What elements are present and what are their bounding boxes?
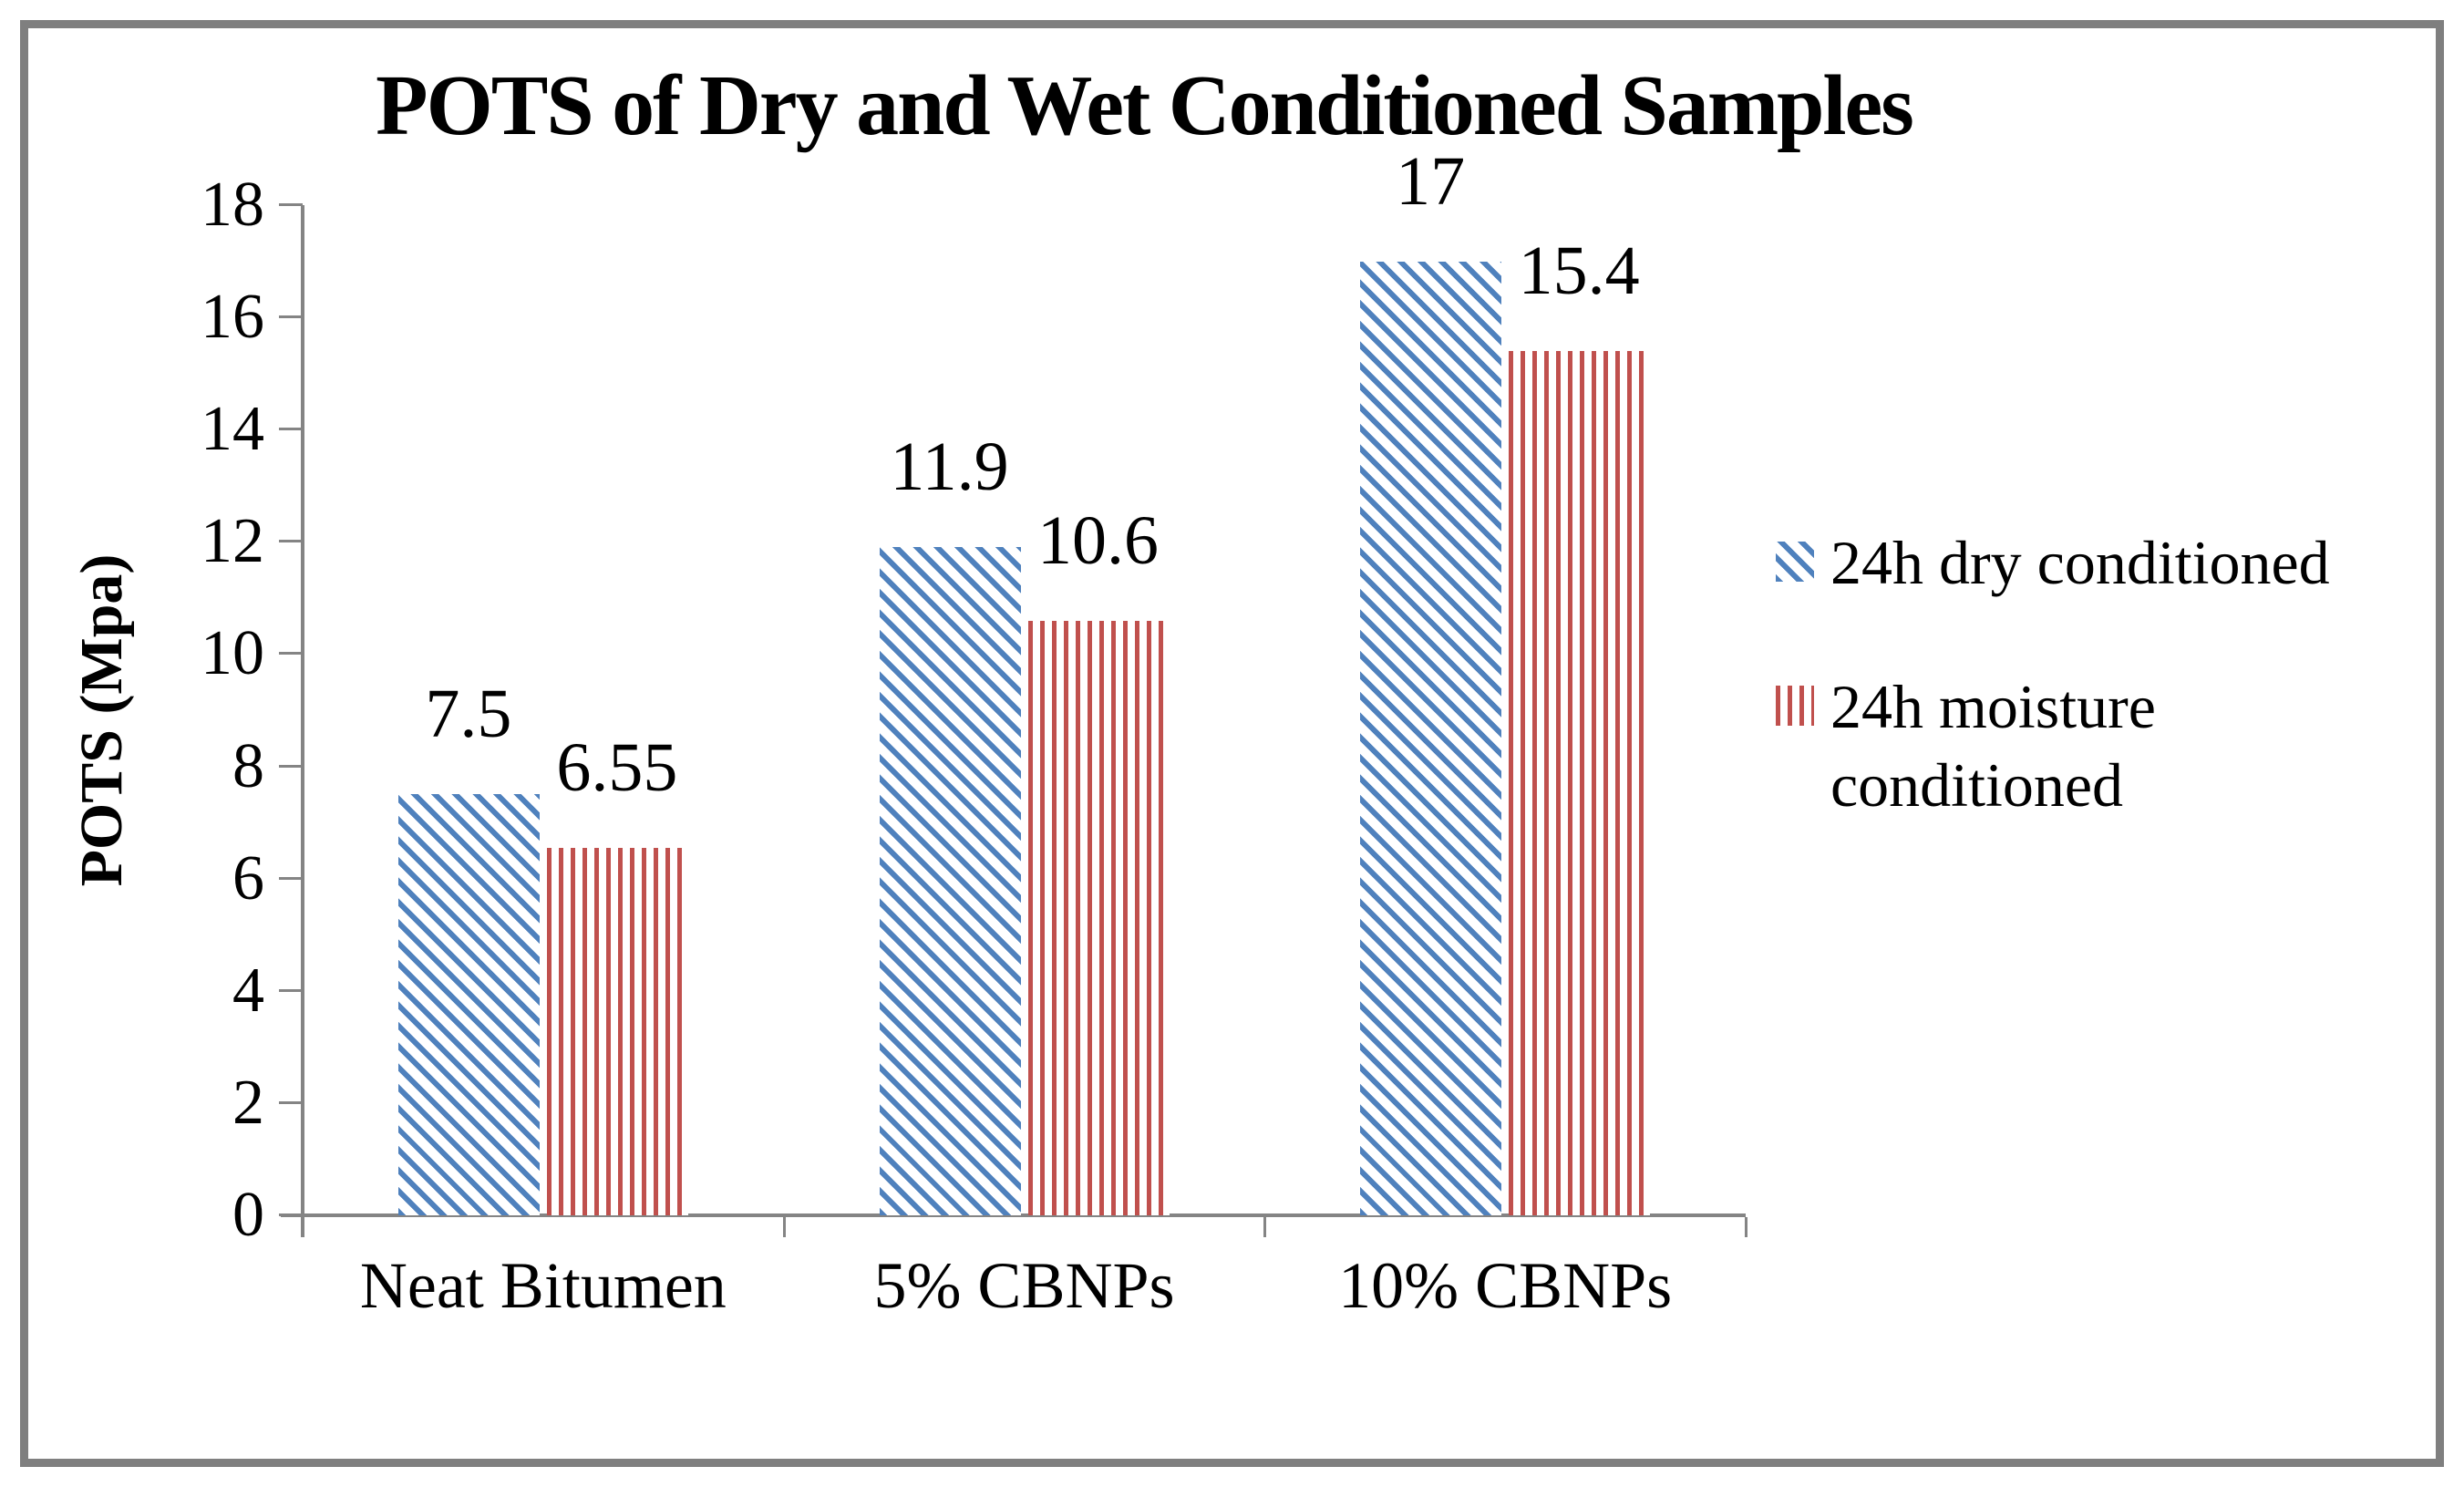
y-tick-mark-18 <box>279 203 303 206</box>
y-tick-mark-10 <box>279 652 303 656</box>
x-tick-mark-3 <box>1745 1217 1747 1237</box>
legend-item-moisture: 24h moisture conditioned <box>1776 667 2350 824</box>
dry-series-hatch-swatch-icon <box>1776 542 1814 582</box>
bar-wet-2 <box>1509 351 1651 1215</box>
bar-dry-1 <box>879 547 1021 1215</box>
y-tick-label-10: 10 <box>201 618 264 689</box>
y-tick-label-12: 12 <box>201 506 264 577</box>
x-axis-line <box>281 1213 1746 1217</box>
data-label-dry-1: 11.9 <box>890 429 1009 506</box>
chart-title: POTS of Dry and Wet Conditioned Samples <box>376 58 1914 153</box>
y-tick-label-0: 0 <box>232 1180 264 1250</box>
y-tick-mark-2 <box>279 1100 303 1104</box>
y-tick-mark-6 <box>279 876 303 880</box>
y-tick-label-14: 14 <box>201 394 264 465</box>
y-tick-label-16: 16 <box>201 282 264 353</box>
y-axis-line <box>301 205 304 1237</box>
bar-wet-1 <box>1027 620 1170 1215</box>
y-tick-label-18: 18 <box>201 170 264 240</box>
x-tick-mark-0 <box>302 1217 304 1237</box>
y-tick-mark-0 <box>279 1213 303 1216</box>
chart-outer-frame <box>20 20 2444 1467</box>
data-label-dry-2: 17 <box>1396 142 1466 220</box>
category-label-2: 10% CBNPs <box>1338 1249 1673 1322</box>
y-tick-mark-8 <box>279 764 303 768</box>
bar-wet-0 <box>546 847 688 1215</box>
x-tick-mark-2 <box>1263 1217 1267 1237</box>
legend-item-dry: 24h dry conditioned <box>1776 523 2330 602</box>
y-tick-label-4: 4 <box>232 955 264 1026</box>
y-tick-label-6: 6 <box>232 842 264 914</box>
legend-label-dry: 24h dry conditioned <box>1830 528 2330 597</box>
y-tick-mark-16 <box>279 315 303 319</box>
bar-dry-2 <box>1360 261 1502 1215</box>
y-tick-mark-12 <box>279 540 303 543</box>
bar-dry-0 <box>397 794 540 1215</box>
moisture-series-hatch-swatch-icon <box>1776 686 1814 726</box>
data-label-wet-0: 6.55 <box>556 728 678 806</box>
legend-label-moisture: 24h moisture conditioned <box>1830 672 2156 820</box>
category-label-1: 5% CBNPs <box>873 1249 1175 1322</box>
data-label-dry-0: 7.5 <box>425 676 512 753</box>
data-label-wet-2: 15.4 <box>1518 232 1640 310</box>
category-label-0: Neat Bitumen <box>359 1249 727 1322</box>
y-tick-mark-14 <box>279 428 303 431</box>
x-tick-mark-1 <box>782 1217 786 1237</box>
y-tick-mark-4 <box>279 988 303 992</box>
data-label-wet-1: 10.6 <box>1037 501 1159 579</box>
y-tick-label-2: 2 <box>232 1067 264 1138</box>
y-tick-label-8: 8 <box>232 730 264 801</box>
